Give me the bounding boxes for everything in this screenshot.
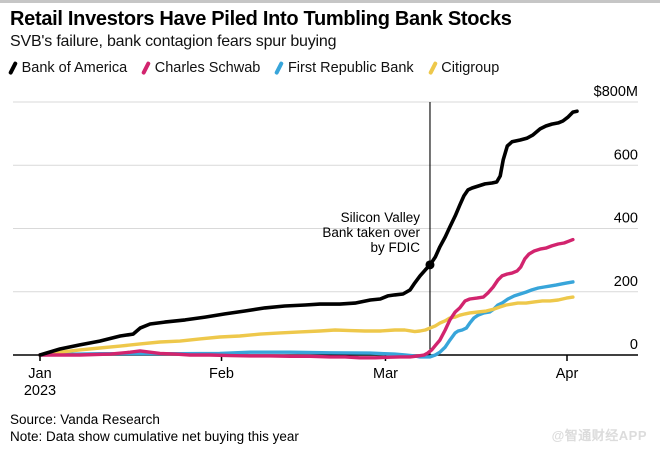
legend-label: Bank of America — [21, 60, 128, 76]
event-annotation-line: by FDIC — [370, 240, 420, 255]
y-axis-tick-label: 0 — [630, 337, 638, 353]
x-axis-tick-label: Apr — [556, 366, 579, 382]
y-axis-tick-label: 400 — [614, 211, 638, 227]
x-axis-tick-label: Jan — [28, 366, 51, 382]
legend-item-citigroup: Citigroup — [427, 60, 500, 76]
legend-item-first-republic-bank: First Republic Bank — [274, 60, 414, 76]
x-axis-tick-label: Mar — [373, 366, 398, 382]
series-line-charles-schwab — [38, 237, 575, 360]
event-marker-dot — [425, 260, 435, 270]
y-axis-tick-label: $800M — [594, 84, 638, 100]
legend-label: Charles Schwab — [154, 60, 261, 76]
series-line-first-republic-bank — [38, 280, 575, 359]
legend-item-charles-schwab: Charles Schwab — [141, 60, 261, 76]
chart-legend: Bank of America Charles Schwab First Repub… — [8, 60, 500, 76]
note-text: Note: Data show cumulative net buying th… — [10, 429, 299, 444]
x-axis-year-label: 2023 — [24, 383, 56, 399]
y-axis-tick-label: 200 — [614, 274, 638, 290]
source-text: Source: Vanda Research — [10, 412, 160, 427]
series-line-bank-of-america — [38, 109, 579, 357]
legend-slash-icon — [274, 60, 284, 76]
series-line-citigroup — [38, 295, 575, 357]
legend-label: Citigroup — [441, 60, 500, 76]
legend-slash-icon — [427, 60, 438, 76]
legend-slash-icon — [141, 60, 151, 76]
chart-subtitle: SVB's failure, bank contagion fears spur… — [10, 33, 337, 50]
event-annotation-line: Bank taken over — [322, 225, 420, 240]
top-border-strip — [0, 0, 660, 3]
x-axis-tick-label: Feb — [209, 366, 234, 382]
legend-label: First Republic Bank — [287, 60, 414, 76]
watermark-text: @智通财经APP — [551, 428, 647, 443]
event-annotation-line: Silicon Valley — [341, 210, 421, 225]
y-axis-tick-label: 600 — [614, 147, 638, 163]
chart-title: Retail Investors Have Piled Into Tumblin… — [10, 8, 512, 30]
legend-item-bank-of-america: Bank of America — [8, 60, 128, 76]
